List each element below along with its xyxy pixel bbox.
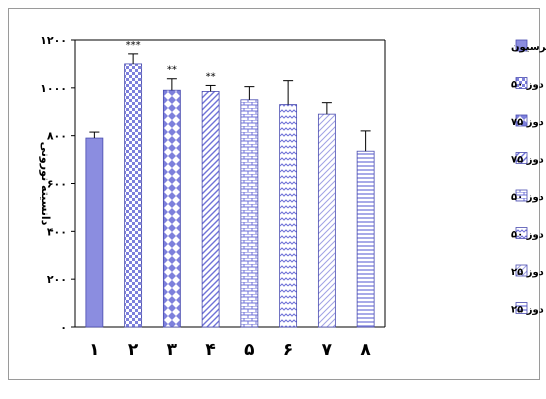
legend-swatch — [515, 152, 528, 164]
error-bar — [360, 130, 371, 152]
error-bar — [89, 131, 100, 139]
y-tick-label: ۱۲۰۰ — [40, 34, 67, 47]
legend-swatch — [515, 227, 528, 239]
axes — [74, 39, 386, 328]
bar — [356, 150, 375, 328]
bar — [317, 113, 336, 328]
y-axis-label: دانسیته نورونی — [39, 142, 52, 226]
error-bar — [283, 80, 294, 105]
legend-swatch — [515, 189, 528, 202]
legend-swatch — [515, 77, 528, 89]
bar — [162, 89, 181, 328]
significance-labels: ******* — [126, 40, 216, 83]
legend-label: تیمار الکلی ریشه دوز ۲۵ — [511, 267, 546, 278]
category-label: ۷ — [322, 340, 333, 360]
legend-item: تیمار آبی ریشه دوز ۲۵ — [511, 302, 546, 316]
error-bar — [244, 86, 255, 100]
y-tick-label: ۰ — [60, 321, 67, 334]
error-bar — [166, 78, 177, 91]
category-label: ۴ — [205, 340, 215, 360]
bar — [240, 99, 259, 328]
category-label: ۲ — [128, 340, 139, 360]
y-tick-label: ۱۰۰۰ — [40, 82, 67, 95]
legend-item: تیمار آبی برگ دوز ۵۰ — [511, 77, 546, 91]
legend-swatch — [515, 302, 528, 314]
legend-label: تیمار الکلی ریشه دوز ۵۰ — [511, 230, 546, 241]
category-label: ۸ — [360, 340, 371, 360]
legend-item: تیمار الکلی ریشه دوز ۲۵ — [511, 264, 546, 278]
y-tick-label: ۲۰۰ — [47, 273, 67, 286]
legend-item: تیمار الکلی برگ دوز ۷۵ — [511, 152, 546, 166]
category-label: ۱ — [89, 340, 99, 360]
legend-swatch — [515, 39, 528, 52]
bar — [279, 104, 298, 328]
error-bar — [128, 53, 139, 64]
y-tick-label: ۸۰۰ — [47, 130, 67, 143]
category-labels: ۱ ۲ ۳ ۴ ۵ ۶ ۷ ۸ — [89, 340, 371, 360]
legend-label: تیمار الکلی ریشه دوز ۷۵ — [511, 117, 546, 128]
error-bars — [89, 53, 371, 152]
legend-swatch — [515, 264, 528, 277]
legend-label: تیمار آبی برگ دوز ۵۰ — [511, 78, 546, 91]
bar — [124, 63, 143, 328]
y-tick-label: ۴۰۰ — [47, 225, 67, 238]
category-label: ۶ — [283, 340, 293, 360]
legend-item: تیمار الکلی ریشه دوز ۷۵ — [511, 114, 546, 128]
legend-item: کمپرسیون — [511, 39, 546, 53]
legend-label: کمپرسیون — [511, 42, 546, 53]
error-bar — [321, 102, 332, 115]
legend-swatch — [515, 114, 528, 127]
significance-label: ** — [206, 71, 216, 82]
error-bar — [205, 84, 216, 92]
legend-item: تیمار آبی ریشه دوز ۵۰ — [511, 189, 546, 203]
legend-label: تیمار الکلی برگ دوز ۷۵ — [511, 153, 546, 166]
significance-label: ** — [167, 65, 177, 76]
legend-label: تیمار آبی ریشه دوز ۲۵ — [511, 303, 546, 316]
significance-label: *** — [126, 40, 141, 51]
y-ticks: ۰ ۲۰۰ ۴۰۰ ۶۰۰ ۸۰۰ ۱۰۰۰ ۱۲۰۰ — [40, 34, 75, 334]
bar — [85, 137, 104, 328]
bars — [85, 63, 375, 328]
legend-item: تیمار الکلی ریشه دوز ۵۰ — [511, 227, 546, 241]
y-tick-label: ۶۰۰ — [47, 178, 67, 191]
category-label: ۳ — [167, 340, 178, 360]
legend: کمپرسیون تیمار آبی برگ دوز ۵۰ تیمار الکلی … — [511, 39, 546, 316]
category-label: ۵ — [244, 340, 254, 360]
legend-label: تیمار آبی ریشه دوز ۵۰ — [511, 190, 546, 203]
bar — [201, 91, 220, 328]
